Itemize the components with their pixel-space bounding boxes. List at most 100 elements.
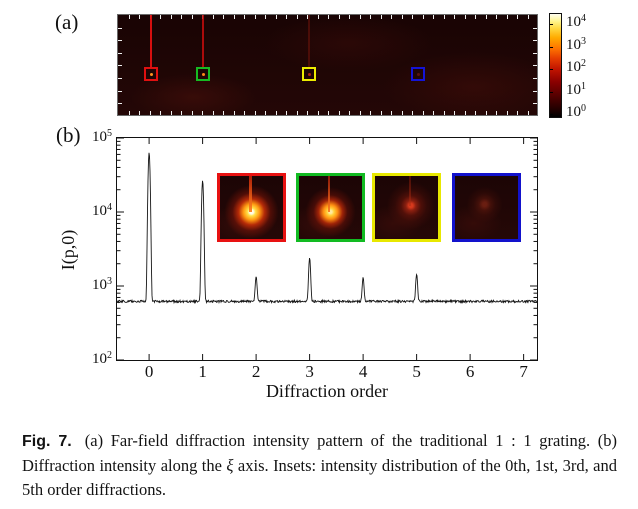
- panel-a-tick: [464, 15, 466, 19]
- caption-label: Fig. 7.: [22, 432, 72, 450]
- panel-a-tick: [533, 40, 537, 42]
- panel-a-tick: [533, 78, 537, 79]
- panel-a-tick: [485, 111, 487, 115]
- caption-text-2: axis. Insets: intensity distribution of …: [22, 455, 617, 500]
- colorbar-tick-label: 102: [566, 58, 586, 75]
- order-marker-box-order-1: [196, 67, 210, 81]
- colorbar-gradient: [549, 13, 562, 118]
- panel-a-tick: [317, 15, 319, 19]
- panel-a-tick: [223, 15, 224, 19]
- colorbar-tick: [550, 69, 553, 70]
- panel-a-tick: [265, 15, 266, 19]
- panel-a-tick: [317, 111, 319, 115]
- panel-a-tick: [275, 111, 277, 115]
- colorbar-tick: [550, 46, 553, 48]
- panel-a-tick: [202, 111, 203, 115]
- panel-a-tick: [328, 111, 329, 115]
- colorbar-tick: [550, 114, 553, 115]
- caption-text-1: (a) Far-field diffraction intensity patt…: [22, 430, 617, 475]
- marker-dot: [307, 72, 311, 76]
- inset-streak: [409, 176, 411, 206]
- panel-a-tick: [401, 111, 403, 115]
- plot-area: [116, 137, 538, 361]
- x-axis-label: Diffraction order: [265, 381, 389, 401]
- panel-a-tick: [254, 111, 256, 115]
- panel-a-tick: [412, 111, 413, 115]
- x-tick-label: 4: [358, 362, 368, 381]
- panel-a-tick: [401, 15, 403, 19]
- panel-a-tick: [475, 111, 476, 115]
- y-tick-label: 105: [92, 128, 112, 145]
- panel-a-tick: [359, 15, 361, 19]
- inset-streak: [328, 176, 331, 212]
- panel-a-tick: [233, 15, 235, 19]
- 3rd-order-inset: [372, 173, 441, 242]
- panel-a-tick: [464, 111, 466, 115]
- panel-a-tick: [223, 111, 224, 115]
- panel-a-tick: [212, 15, 214, 19]
- panel-a-tick: [244, 111, 245, 115]
- marker-dot: [201, 72, 205, 76]
- colorbar-tick-label: 100: [566, 103, 586, 120]
- xi-symbol: ξ: [226, 455, 234, 475]
- order-marker-line: [202, 15, 204, 67]
- panel-a-tick: [475, 15, 476, 19]
- panel-a-tick: [191, 111, 193, 115]
- panel-a-tick: [506, 111, 508, 115]
- panel-a-tick: [212, 111, 214, 115]
- figure-caption: Fig. 7. (a) Far-field diffraction intensi…: [22, 429, 617, 504]
- panel-a-tick: [433, 111, 434, 115]
- panel-a-tick: [517, 111, 518, 115]
- panel-a-tick: [296, 15, 298, 19]
- panel-a-tick: [296, 111, 298, 115]
- panel-a-tick: [517, 15, 518, 19]
- colorbar-tick-label: 104: [566, 13, 586, 30]
- panel-a-tick: [286, 111, 287, 115]
- panel-a-tick: [533, 103, 537, 105]
- x-tick-label: 5: [412, 362, 421, 381]
- panel-a-tick: [422, 15, 424, 19]
- panel-a-tick: [275, 15, 277, 19]
- panel-a-tick: [244, 15, 245, 19]
- panel-a-tick: [454, 111, 455, 115]
- panel-a-tick: [170, 15, 172, 19]
- panel-b-label: (b): [56, 123, 81, 147]
- 5th-order-inset: [452, 173, 521, 242]
- plot-svg: [117, 138, 537, 360]
- panel-a-tick: [160, 111, 161, 115]
- panel-a-image: [117, 14, 538, 116]
- panel-a-tick: [391, 111, 392, 115]
- panel-a-tick: [496, 111, 497, 115]
- panel-a-tick: [533, 52, 537, 54]
- marker-dot: [416, 72, 420, 76]
- panel-a-tick: [433, 15, 434, 19]
- order-marker-box-order-3: [302, 67, 316, 81]
- panel-a-tick: [349, 15, 350, 19]
- y-tick-label: 104: [92, 202, 112, 219]
- panel-a-tick: [118, 103, 122, 105]
- panel-a-tick: [349, 111, 350, 115]
- panel-a-label: (a): [55, 10, 79, 34]
- panel-a-tick: [149, 111, 151, 115]
- order-marker-box-order-5: [411, 67, 425, 81]
- y-tick-label: 102: [92, 350, 112, 367]
- panel-a-tick: [118, 78, 122, 79]
- panel-a-tick: [160, 15, 161, 19]
- x-tick-label: 3: [305, 362, 314, 381]
- panel-a-tick: [139, 111, 140, 115]
- x-tick-label: 0: [144, 362, 154, 381]
- panel-a-tick: [286, 15, 287, 19]
- panel-a-tick: [233, 111, 235, 115]
- panel-a-tick: [118, 27, 122, 29]
- x-tick-label: 2: [251, 362, 261, 381]
- panel-a-tick: [422, 111, 424, 115]
- panel-a-tick: [454, 15, 455, 19]
- panel-a-tick: [533, 65, 537, 67]
- panel-a-tick: [191, 15, 193, 19]
- panel-a-tick: [496, 15, 497, 19]
- colorbar-tick: [550, 24, 553, 25]
- panel-a-tick: [338, 111, 340, 115]
- panel-a-tick: [181, 111, 182, 115]
- panel-a-tick: [170, 111, 172, 115]
